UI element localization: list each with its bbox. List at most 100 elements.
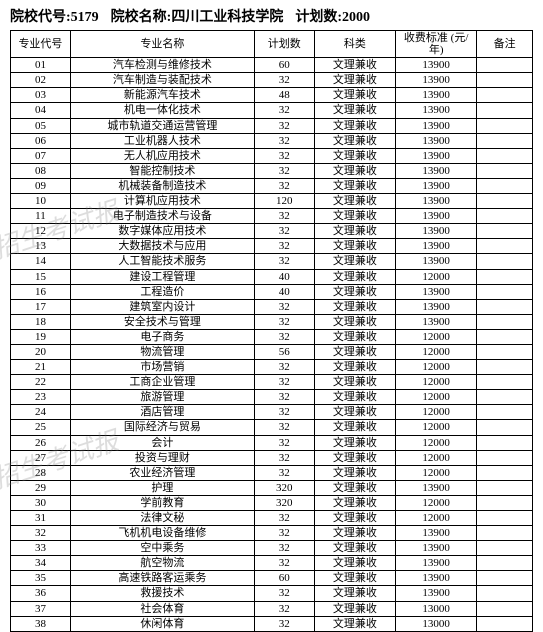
cell-code: 12 bbox=[11, 224, 71, 239]
cell-fee: 13900 bbox=[396, 254, 477, 269]
table-row: 30学前教育320文理兼收12000 bbox=[11, 495, 533, 510]
cell-plan: 32 bbox=[254, 526, 314, 541]
cell-plan: 32 bbox=[254, 299, 314, 314]
cell-fee: 13900 bbox=[396, 209, 477, 224]
cell-plan: 32 bbox=[254, 465, 314, 480]
table-row: 27投资与理财32文理兼收12000 bbox=[11, 450, 533, 465]
th-fee: 收费标准 (元/年) bbox=[396, 31, 477, 58]
cell-note bbox=[477, 556, 533, 571]
cell-fee: 13900 bbox=[396, 571, 477, 586]
cell-fee: 13900 bbox=[396, 299, 477, 314]
cell-name: 安全技术与管理 bbox=[70, 314, 254, 329]
cell-note bbox=[477, 571, 533, 586]
cell-name: 机电一体化技术 bbox=[70, 103, 254, 118]
cell-note bbox=[477, 511, 533, 526]
cell-name: 汽车制造与装配技术 bbox=[70, 73, 254, 88]
cell-code: 04 bbox=[11, 103, 71, 118]
table-row: 20物流管理56文理兼收12000 bbox=[11, 344, 533, 359]
cell-fee: 13900 bbox=[396, 480, 477, 495]
cell-code: 26 bbox=[11, 435, 71, 450]
cell-code: 31 bbox=[11, 511, 71, 526]
table-row: 03新能源汽车技术48文理兼收13900 bbox=[11, 88, 533, 103]
cell-name: 新能源汽车技术 bbox=[70, 88, 254, 103]
cell-plan: 60 bbox=[254, 58, 314, 73]
cell-name: 机械装备制造技术 bbox=[70, 178, 254, 193]
cell-category: 文理兼收 bbox=[314, 360, 395, 375]
table-row: 06工业机器人技术32文理兼收13900 bbox=[11, 133, 533, 148]
cell-code: 11 bbox=[11, 209, 71, 224]
table-header-row: 专业代号 专业名称 计划数 科类 收费标准 (元/年) 备注 bbox=[11, 31, 533, 58]
cell-category: 文理兼收 bbox=[314, 375, 395, 390]
table-body: 01汽车检测与维修技术60文理兼收1390002汽车制造与装配技术32文理兼收1… bbox=[11, 58, 533, 632]
cell-code: 14 bbox=[11, 254, 71, 269]
cell-name: 学前教育 bbox=[70, 495, 254, 510]
cell-name: 城市轨道交通运营管理 bbox=[70, 118, 254, 133]
cell-category: 文理兼收 bbox=[314, 254, 395, 269]
cell-category: 文理兼收 bbox=[314, 465, 395, 480]
cell-plan: 32 bbox=[254, 360, 314, 375]
cell-plan: 60 bbox=[254, 571, 314, 586]
cell-name: 计算机应用技术 bbox=[70, 194, 254, 209]
cell-plan: 32 bbox=[254, 511, 314, 526]
cell-note bbox=[477, 224, 533, 239]
cell-note bbox=[477, 344, 533, 359]
cell-name: 无人机应用技术 bbox=[70, 148, 254, 163]
cell-fee: 12000 bbox=[396, 405, 477, 420]
cell-code: 20 bbox=[11, 344, 71, 359]
table-row: 18安全技术与管理32文理兼收13900 bbox=[11, 314, 533, 329]
cell-name: 酒店管理 bbox=[70, 405, 254, 420]
cell-note bbox=[477, 269, 533, 284]
cell-fee: 13900 bbox=[396, 103, 477, 118]
cell-category: 文理兼收 bbox=[314, 178, 395, 193]
cell-note bbox=[477, 103, 533, 118]
cell-note bbox=[477, 133, 533, 148]
cell-note bbox=[477, 526, 533, 541]
table-row: 12数字媒体应用技术32文理兼收13900 bbox=[11, 224, 533, 239]
cell-name: 法律文秘 bbox=[70, 511, 254, 526]
cell-fee: 13900 bbox=[396, 163, 477, 178]
cell-category: 文理兼收 bbox=[314, 329, 395, 344]
cell-code: 17 bbox=[11, 299, 71, 314]
cell-note bbox=[477, 360, 533, 375]
table-row: 14人工智能技术服务32文理兼收13900 bbox=[11, 254, 533, 269]
cell-name: 会计 bbox=[70, 435, 254, 450]
cell-code: 35 bbox=[11, 571, 71, 586]
cell-code: 05 bbox=[11, 118, 71, 133]
cell-name: 国际经济与贸易 bbox=[70, 420, 254, 435]
cell-fee: 12000 bbox=[396, 344, 477, 359]
table-row: 38休闲体育32文理兼收13000 bbox=[11, 616, 533, 631]
cell-note bbox=[477, 390, 533, 405]
table-row: 25国际经济与贸易32文理兼收12000 bbox=[11, 420, 533, 435]
cell-code: 25 bbox=[11, 420, 71, 435]
cell-code: 33 bbox=[11, 541, 71, 556]
cell-name: 空中乘务 bbox=[70, 541, 254, 556]
cell-category: 文理兼收 bbox=[314, 480, 395, 495]
cell-plan: 32 bbox=[254, 390, 314, 405]
cell-name: 高速铁路客运乘务 bbox=[70, 571, 254, 586]
table-row: 34航空物流32文理兼收13900 bbox=[11, 556, 533, 571]
school-code: 院校代号:5179 bbox=[10, 6, 99, 26]
cell-fee: 12000 bbox=[396, 495, 477, 510]
cell-code: 06 bbox=[11, 133, 71, 148]
cell-note bbox=[477, 495, 533, 510]
cell-code: 24 bbox=[11, 405, 71, 420]
cell-note bbox=[477, 601, 533, 616]
cell-fee: 13900 bbox=[396, 73, 477, 88]
cell-name: 社会体育 bbox=[70, 601, 254, 616]
cell-plan: 32 bbox=[254, 178, 314, 193]
cell-name: 投资与理财 bbox=[70, 450, 254, 465]
cell-code: 18 bbox=[11, 314, 71, 329]
cell-note bbox=[477, 148, 533, 163]
table-row: 05城市轨道交通运营管理32文理兼收13900 bbox=[11, 118, 533, 133]
cell-note bbox=[477, 239, 533, 254]
cell-category: 文理兼收 bbox=[314, 269, 395, 284]
cell-fee: 13000 bbox=[396, 616, 477, 631]
school-code-label: 院校代号: bbox=[10, 6, 71, 26]
cell-name: 农业经济管理 bbox=[70, 465, 254, 480]
cell-category: 文理兼收 bbox=[314, 103, 395, 118]
cell-plan: 120 bbox=[254, 194, 314, 209]
cell-name: 建设工程管理 bbox=[70, 269, 254, 284]
table-row: 11电子制造技术与设备32文理兼收13900 bbox=[11, 209, 533, 224]
cell-code: 32 bbox=[11, 526, 71, 541]
table-row: 28农业经济管理32文理兼收12000 bbox=[11, 465, 533, 480]
